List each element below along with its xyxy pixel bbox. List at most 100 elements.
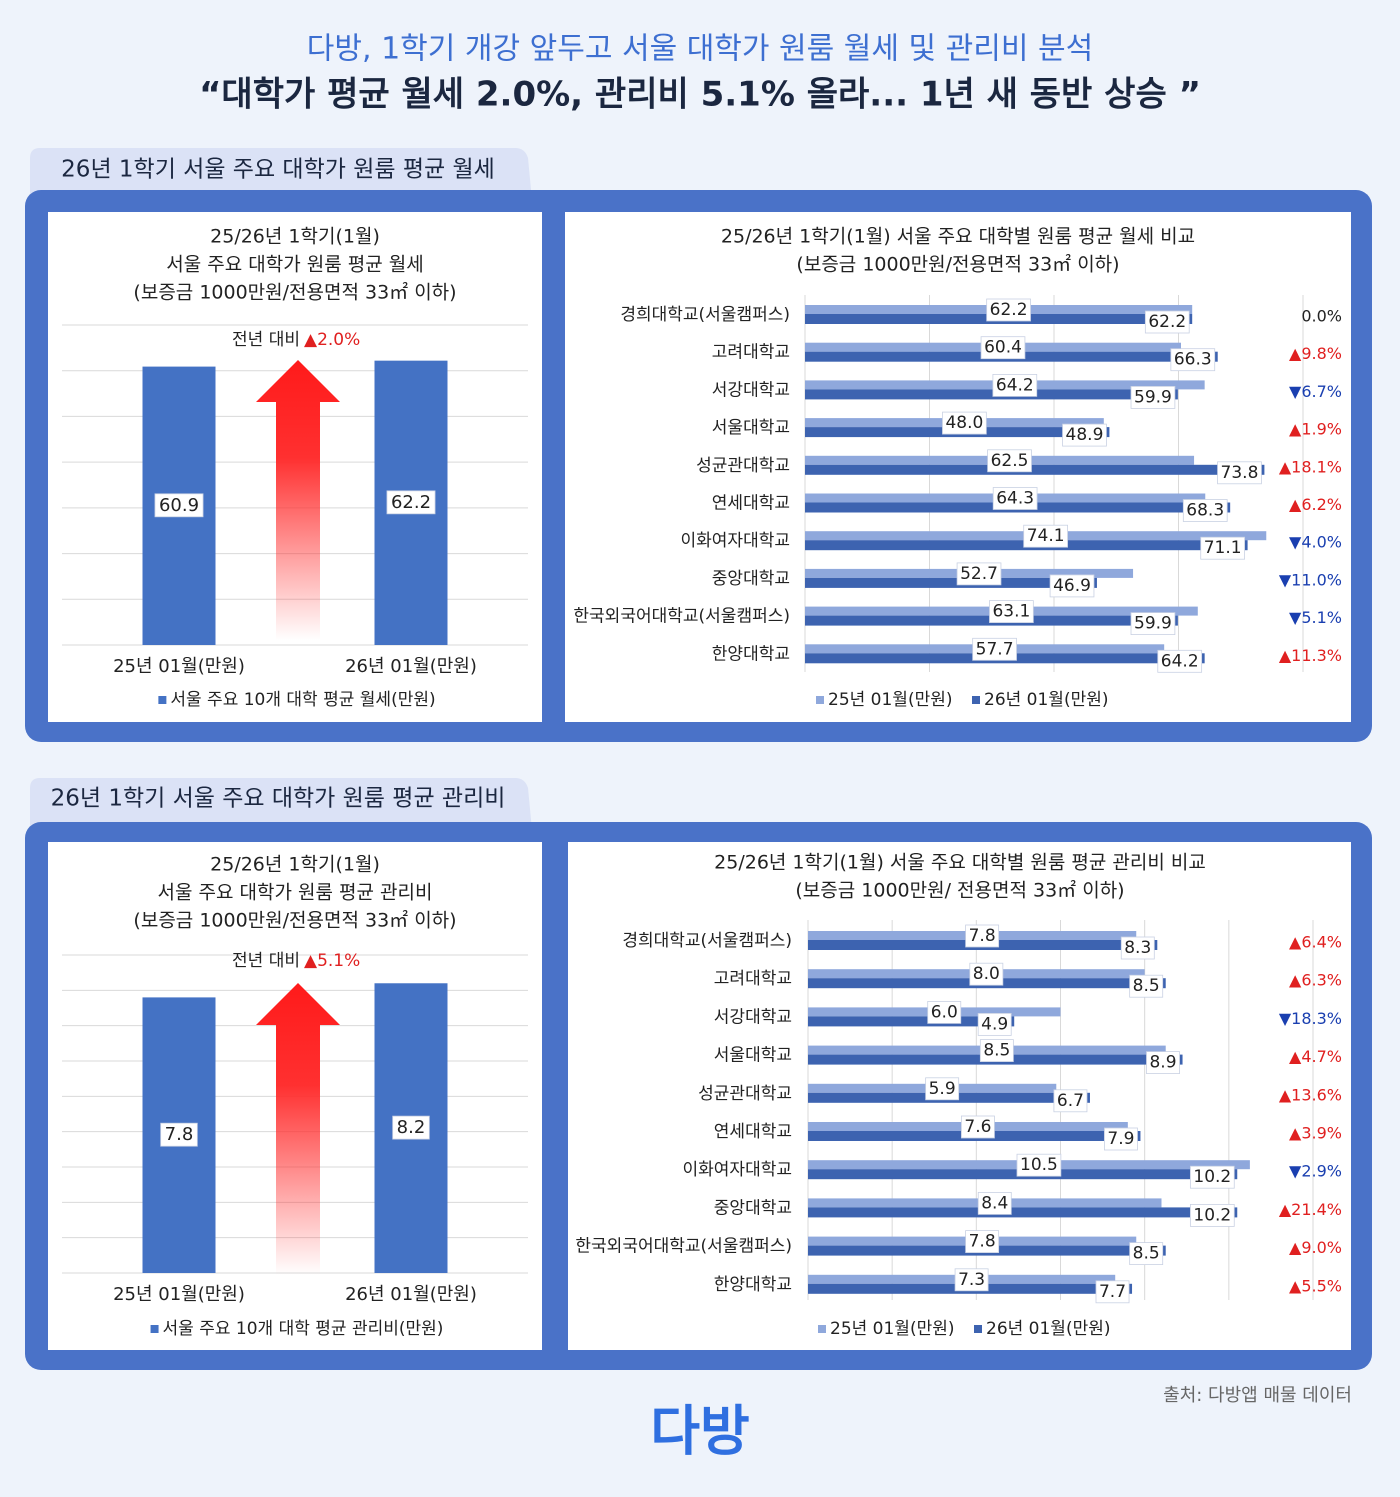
value-label: 52.7 xyxy=(960,564,998,584)
legend-label: 26년 01월(만원) xyxy=(986,1319,1111,1339)
value-label: 59.9 xyxy=(1134,614,1172,634)
change-label: ▲5.5% xyxy=(1289,1276,1342,1295)
label-box xyxy=(986,298,1031,322)
value-label: 63.1 xyxy=(992,602,1030,622)
value-label: 4.9 xyxy=(981,1014,1008,1034)
header-line2: “대학가 평균 월세 2.0%, 관리비 5.1% 올라... 1년 새 동반 … xyxy=(199,75,1201,115)
value-label: 7.8 xyxy=(969,1232,996,1252)
category-label: 연세대학교 xyxy=(714,1122,792,1142)
trend-arrow xyxy=(256,360,340,640)
value-label: 68.3 xyxy=(1186,501,1224,521)
value-label: 64.2 xyxy=(996,375,1034,395)
category-label: 이화여자대학교 xyxy=(681,531,790,551)
x-tick-label: 25년 01월(만원) xyxy=(113,1284,245,1305)
label-box xyxy=(987,449,1032,473)
label-box xyxy=(392,1115,430,1140)
legend-label: 서울 주요 10개 대학 평균 관리비(만원) xyxy=(163,1319,444,1339)
value-label: 7.9 xyxy=(1107,1129,1134,1149)
value-label: 60.4 xyxy=(984,338,1022,358)
category-label: 성균관대학교 xyxy=(696,456,790,476)
value-label: 57.7 xyxy=(976,639,1014,659)
value-label: 62.5 xyxy=(991,451,1029,471)
change-label: ▼4.0% xyxy=(1289,533,1342,552)
value-label: 60.9 xyxy=(159,495,199,516)
label-box xyxy=(1157,649,1203,673)
change-label: ▲11.3% xyxy=(1279,646,1342,665)
change-label: ▼11.0% xyxy=(1279,570,1342,589)
chart-title: 서울 주요 대학가 원룸 평균 월세 xyxy=(166,254,423,276)
category-label: 한국외국어대학교(서울캠퍼스) xyxy=(575,1237,792,1257)
category-label: 고려대학교 xyxy=(712,343,790,363)
label-box xyxy=(1016,1153,1062,1177)
legend-swatch xyxy=(972,696,980,704)
logo: 다방 xyxy=(650,1400,749,1463)
change-label: ▲9.0% xyxy=(1289,1238,1342,1257)
value-label: 8.9 xyxy=(1149,1053,1176,1073)
annotation-label: 전년 대비 xyxy=(232,951,300,971)
value-label: 62.2 xyxy=(1148,312,1186,332)
label-box xyxy=(1095,1280,1130,1304)
change-label: ▼6.7% xyxy=(1289,382,1342,401)
value-label: 6.7 xyxy=(1057,1091,1084,1111)
category-label: 경희대학교(서울캠퍼스) xyxy=(620,305,790,325)
value-label: 8.3 xyxy=(1124,938,1151,958)
label-box xyxy=(1062,423,1107,447)
label-box xyxy=(1146,1051,1180,1074)
change-label: ▲9.8% xyxy=(1289,344,1342,363)
category-label: 서울대학교 xyxy=(712,418,790,438)
change-label: ▲6.2% xyxy=(1289,495,1342,514)
section-label: 26년 1학기 서울 주요 대학가 원룸 평균 관리비 xyxy=(51,786,506,812)
label-box xyxy=(386,490,436,515)
value-label: 8.5 xyxy=(983,1041,1010,1061)
source: 출처: 다방앱 매물 데이터 xyxy=(1163,1385,1352,1406)
category-label: 성균관대학교 xyxy=(698,1084,792,1104)
label-box xyxy=(1217,461,1262,485)
label-box xyxy=(992,487,1038,510)
category-label: 고려대학교 xyxy=(714,969,792,989)
chart-title: (보증금 1000만원/ 전용면적 33㎡ 이하) xyxy=(795,879,1124,902)
label-box xyxy=(969,962,1004,986)
label-box xyxy=(1053,1089,1088,1113)
legend-swatch xyxy=(974,1325,982,1333)
change-label: ▲13.6% xyxy=(1279,1085,1342,1104)
value-label: 7.6 xyxy=(964,1117,991,1137)
label-box xyxy=(160,1122,198,1147)
value-label: 5.9 xyxy=(929,1079,956,1099)
x-tick-label: 26년 01월(만원) xyxy=(345,1284,477,1305)
value-label: 7.3 xyxy=(958,1270,985,1290)
category-label: 한양대학교 xyxy=(712,644,790,664)
value-label: 64.3 xyxy=(996,489,1034,509)
bar xyxy=(805,464,1265,475)
change-label: 0.0% xyxy=(1301,307,1342,326)
value-label: 8.2 xyxy=(397,1117,426,1138)
value-label: 62.2 xyxy=(391,492,431,513)
label-box xyxy=(927,1001,962,1024)
annotation-label: 전년 대비 xyxy=(232,330,300,350)
label-box xyxy=(965,1230,1000,1253)
change-label: ▲3.9% xyxy=(1289,1124,1342,1143)
change-label: ▲1.9% xyxy=(1289,420,1342,439)
header-line1: 다방, 1학기 개강 앞두고 서울 대학가 원룸 월세 및 관리비 분석 xyxy=(307,32,1093,67)
label-box xyxy=(1200,536,1245,560)
label-box xyxy=(1130,385,1176,409)
label-box xyxy=(1129,974,1164,998)
category-label: 한양대학교 xyxy=(714,1275,792,1295)
category-label: 서강대학교 xyxy=(712,380,790,400)
change-label: ▲6.4% xyxy=(1289,933,1342,952)
bar xyxy=(805,389,1178,400)
label-box xyxy=(1182,499,1228,522)
value-label: 71.1 xyxy=(1204,538,1242,558)
category-label: 이화여자대학교 xyxy=(683,1160,792,1180)
label-box xyxy=(1130,612,1176,635)
value-label: 74.1 xyxy=(1027,526,1065,546)
value-label: 8.0 xyxy=(973,964,1000,984)
value-label: 8.5 xyxy=(1133,1244,1160,1264)
change-label: ▲6.3% xyxy=(1289,971,1342,990)
label-box xyxy=(954,1268,989,1292)
bar xyxy=(808,1207,1238,1218)
bar xyxy=(805,577,1097,588)
legend-swatch xyxy=(158,696,167,704)
bar xyxy=(808,1016,1015,1027)
value-label: 7.7 xyxy=(1099,1282,1126,1302)
